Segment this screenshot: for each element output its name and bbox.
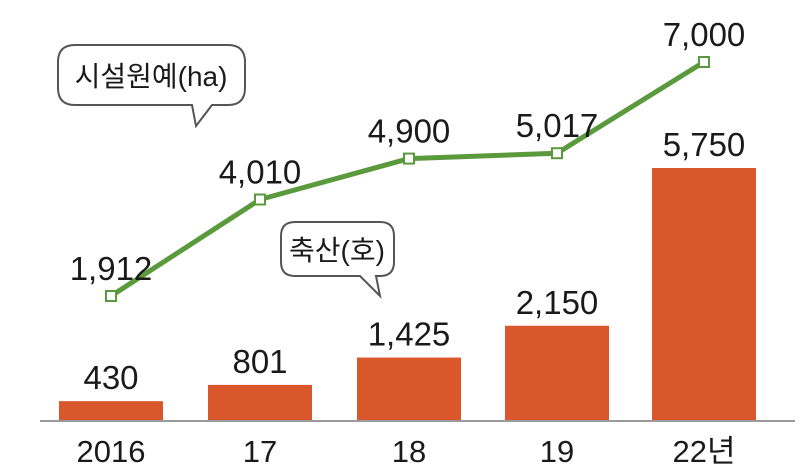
line-point-22년 — [698, 56, 710, 68]
legend-bubble-bar: 축산(호) — [280, 221, 395, 300]
bar-label-19: 2,150 — [516, 284, 599, 321]
bar-label-22년: 5,750 — [663, 126, 746, 163]
x-axis-ticks: 2016 17 18 19 22년 — [77, 434, 736, 469]
line-label-19: 5,017 — [516, 107, 599, 144]
x-tick-19: 19 — [540, 434, 574, 469]
line-point-18 — [403, 152, 415, 165]
x-tick-22년: 22년 — [672, 434, 735, 469]
legend-label-line: 시설원예(ha) — [75, 61, 228, 92]
bar-19 — [505, 325, 609, 420]
line-label-22년: 7,000 — [663, 16, 746, 53]
bar-label-17: 801 — [232, 343, 287, 380]
line-point-2016 — [105, 290, 117, 302]
bar-22년 — [652, 168, 756, 420]
bar-label-2016: 430 — [83, 359, 138, 396]
line-point-17 — [254, 193, 266, 206]
bubble-outline — [280, 221, 395, 300]
bubble-outline — [57, 44, 246, 129]
legend-label-bar: 축산(호) — [289, 235, 385, 266]
line-label-17: 4,010 — [219, 154, 302, 191]
bar-17 — [208, 384, 312, 420]
line-point-19 — [551, 147, 563, 160]
line-label-2016: 1,912 — [70, 250, 153, 287]
line-series: 1,912 4,010 4,900 5,017 7,000 — [70, 16, 746, 302]
line-label-18: 4,900 — [368, 113, 451, 150]
x-tick-2016: 2016 — [77, 434, 146, 469]
legend-bubble-line: 시설원예(ha) — [57, 44, 246, 129]
bar-series: 430 801 1,425 2,150 5,750 — [59, 126, 756, 420]
bar-2016 — [59, 401, 163, 420]
bar-18 — [357, 357, 461, 420]
x-tick-17: 17 — [243, 434, 277, 469]
bar-label-18: 1,425 — [368, 316, 451, 353]
x-tick-18: 18 — [392, 434, 426, 469]
